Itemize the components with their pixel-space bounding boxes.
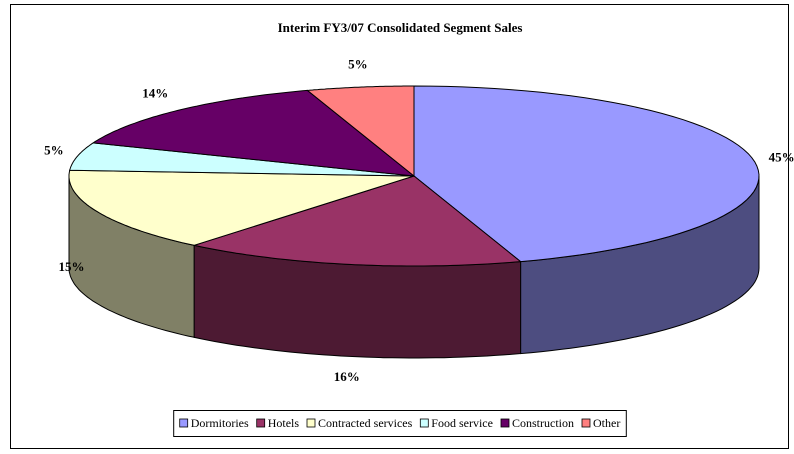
legend-label: Other — [593, 416, 620, 430]
data-label: 14% — [142, 85, 168, 100]
legend-swatch — [500, 418, 510, 428]
pie-sides — [68, 175, 760, 359]
pie-slice — [69, 142, 415, 177]
legend-label: Construction — [512, 416, 574, 430]
pie-slice — [413, 85, 760, 263]
legend-label: Dormitories — [191, 416, 249, 430]
legend-label: Contracted services — [318, 416, 413, 430]
legend-swatch — [581, 418, 591, 428]
data-label: 5% — [348, 56, 368, 71]
data-label: 15% — [59, 259, 85, 274]
pie-slice — [306, 85, 415, 178]
legend: Dormitories Hotels Contracted services Food… — [173, 410, 627, 437]
legend-label: Food service — [431, 416, 493, 430]
legend-swatch — [306, 418, 316, 428]
pie-slice — [68, 169, 415, 246]
legend-swatch — [419, 418, 429, 428]
data-labels: 45% 16% 15% 5% 14% 5% — [44, 56, 794, 384]
legend-box — [173, 410, 627, 437]
data-label: 16% — [334, 369, 360, 384]
pie-slice — [192, 175, 522, 267]
legend-label: Hotels — [268, 416, 300, 430]
data-label: 5% — [44, 143, 64, 158]
chart-title: Interim FY3/07 Consolidated Segment Sale… — [278, 20, 523, 35]
pie-tops — [68, 85, 760, 267]
legend-swatch — [179, 418, 189, 428]
legend-swatch — [256, 418, 266, 428]
data-label: 45% — [769, 149, 794, 164]
